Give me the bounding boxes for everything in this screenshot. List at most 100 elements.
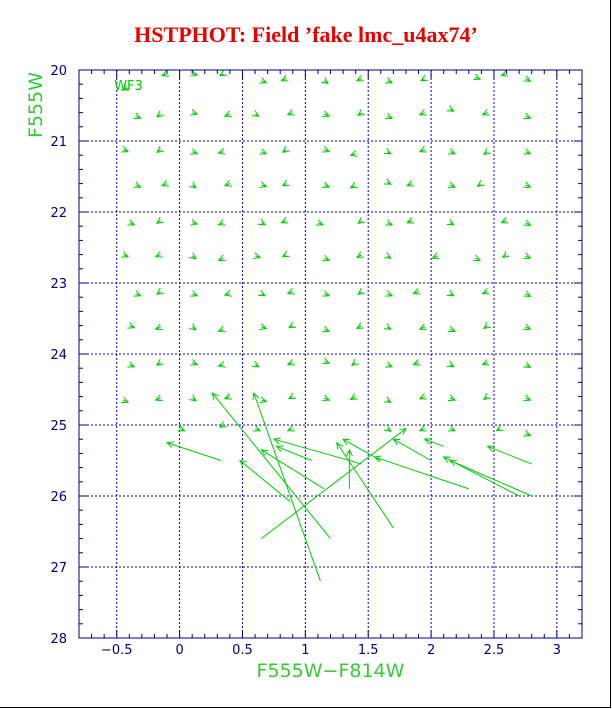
arrow-head <box>253 252 262 260</box>
vector-arrow <box>482 148 491 156</box>
arrow-head <box>280 217 289 224</box>
vector-arrow <box>253 252 262 260</box>
vector-arrow <box>190 290 199 297</box>
vector-arrow <box>495 424 504 432</box>
vector-arrow <box>315 219 325 226</box>
vector-arrow <box>239 459 291 503</box>
y-tick-label: 23 <box>50 277 67 292</box>
vector-arrow <box>523 252 532 259</box>
y-tick-label: 24 <box>50 348 67 363</box>
arrow-head <box>281 145 290 154</box>
arrow-shaft <box>487 445 532 465</box>
arrow-head <box>165 441 175 448</box>
vector-arrow <box>258 289 267 297</box>
vector-arrow <box>418 109 427 116</box>
arrow-head <box>418 425 427 432</box>
plot-frame <box>78 69 583 639</box>
vector-arrow <box>349 150 358 157</box>
vector-arrow <box>442 456 520 497</box>
arrow-head <box>495 424 504 432</box>
arrow-head <box>218 70 227 77</box>
arrow-head <box>156 216 164 225</box>
x-tick-label: 2.5 <box>484 643 505 658</box>
vector-arrow <box>482 392 491 401</box>
x-tick-label: 1 <box>301 643 309 658</box>
vector-arrow <box>261 427 407 539</box>
vector-arrow <box>446 218 455 226</box>
arrow-head <box>223 290 232 297</box>
arrow-head <box>217 148 226 155</box>
arrow-head <box>281 179 290 187</box>
vector-arrow <box>418 323 427 330</box>
arrow-head <box>156 110 164 118</box>
vector-arrow <box>280 75 289 82</box>
vector-arrow <box>412 288 421 295</box>
arrow-head <box>286 425 295 432</box>
vector-arrow <box>252 391 321 582</box>
vector-arrow <box>188 323 197 331</box>
arrow-head <box>447 325 457 333</box>
vector-arrow <box>154 251 163 258</box>
arrow-head <box>211 392 219 400</box>
arrow-head <box>154 323 163 330</box>
vector-arrow <box>281 179 290 187</box>
x-tick-label: 1.5 <box>358 643 379 658</box>
vector-arrow <box>259 181 268 189</box>
vector-arrow <box>476 179 485 188</box>
vector-arrow <box>322 254 331 262</box>
arrow-head <box>481 359 490 366</box>
y-tick-label: 28 <box>50 632 67 647</box>
arrow-head <box>121 251 130 258</box>
arrow-shaft <box>273 438 363 465</box>
arrow-head <box>420 74 429 82</box>
arrow-head <box>355 322 364 330</box>
vector-arrow <box>406 180 415 187</box>
vector-arrow <box>127 219 136 226</box>
arrow-head <box>275 445 284 452</box>
arrow-head <box>383 252 392 259</box>
vector-arrow <box>156 110 164 118</box>
arrow-head <box>418 323 427 330</box>
vector-arrow <box>349 181 358 189</box>
vector-arrow <box>322 325 331 333</box>
arrow-head <box>272 437 281 445</box>
arrow-head <box>154 394 163 401</box>
arrow-head <box>383 323 392 330</box>
arrow-head <box>190 290 199 297</box>
arrow-head <box>286 288 295 295</box>
arrow-head <box>127 322 136 329</box>
axes: −0.5 0 0.5 1 1.5 2 2.5 3 20 21 22 23 24 25 26 27 28 <box>50 64 583 658</box>
vector-arrow <box>156 358 164 367</box>
vector-arrow <box>418 393 427 400</box>
vector-arrow <box>133 181 142 188</box>
arrow-head <box>423 438 432 445</box>
arrow-head <box>523 323 532 330</box>
arrow-head <box>217 361 226 368</box>
arrow-head <box>431 252 440 259</box>
arrow-head <box>342 438 351 446</box>
arrow-head <box>322 357 331 365</box>
arrow-head <box>259 323 268 331</box>
vector-arrow <box>447 425 457 432</box>
vector-arrow <box>336 441 394 529</box>
vector-arrow <box>259 323 268 331</box>
arrow-head <box>223 110 232 117</box>
vector-arrow <box>357 108 366 117</box>
arrow-head <box>398 427 407 436</box>
vector-arrow <box>190 109 199 116</box>
arrow-head <box>418 393 427 400</box>
x-tick-label: 2 <box>427 643 435 658</box>
axis-labels: F555W−F814W F555W WF3 <box>25 72 405 682</box>
vector-arrow <box>446 289 455 297</box>
vector-arrow <box>217 254 226 262</box>
arrow-shaft <box>239 460 291 503</box>
vector-arrow <box>133 290 142 297</box>
y-axis-label: F555W <box>25 72 47 138</box>
arrow-head <box>355 251 364 259</box>
arrow-head <box>383 178 392 185</box>
vector-arrow <box>481 288 490 295</box>
arrow-head <box>190 109 199 116</box>
arrow-head <box>258 289 267 297</box>
arrow-head <box>223 393 232 400</box>
arrow-head <box>217 254 226 262</box>
